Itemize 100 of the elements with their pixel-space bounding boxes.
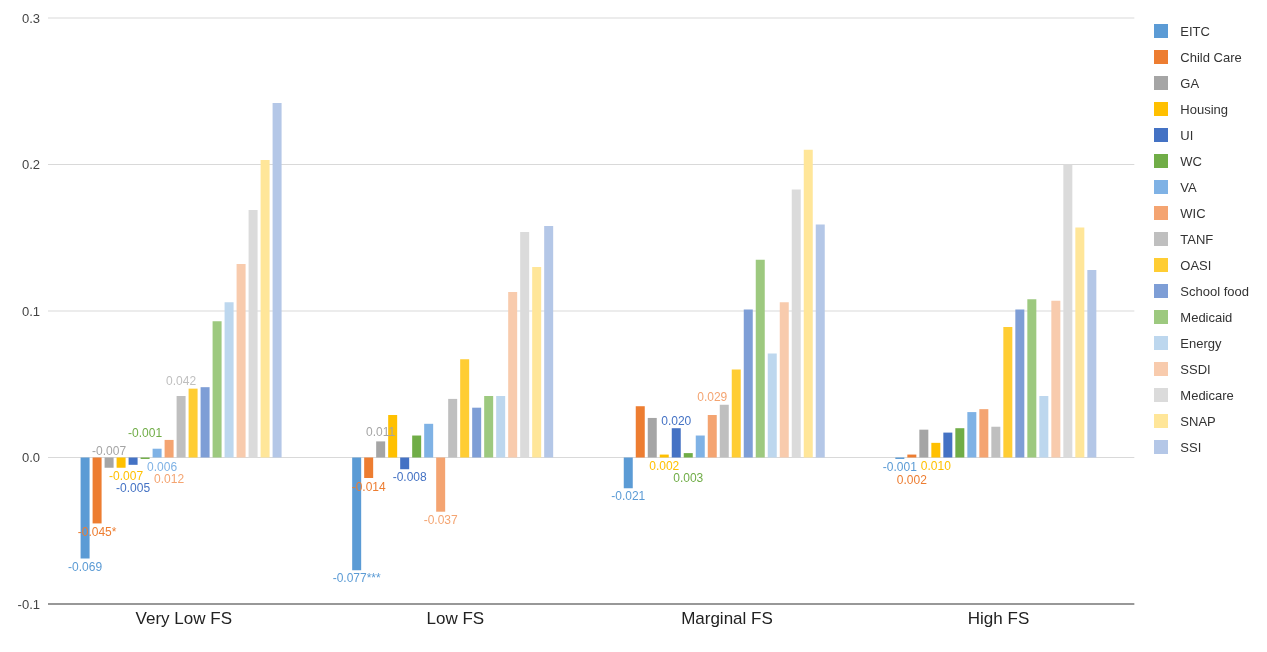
data-label: 0.003 [673, 470, 704, 485]
y-tick-label: -0.1 [17, 596, 40, 612]
legend-label: TANF [1180, 231, 1214, 247]
x-tick-label: Very Low FS [135, 609, 232, 629]
legend-label: School food [1180, 283, 1249, 299]
bar [152, 448, 162, 458]
legend-label: WIC [1180, 205, 1206, 221]
bar [484, 395, 494, 458]
bar [104, 457, 114, 468]
bar [400, 457, 410, 470]
bar [436, 457, 446, 512]
legend-label: VA [1180, 179, 1197, 195]
bar [92, 457, 102, 524]
legend-label: Energy [1180, 335, 1222, 351]
bar [991, 426, 1001, 458]
legend-label: EITC [1180, 23, 1210, 39]
legend-label: Medicare [1180, 387, 1234, 403]
bar [188, 388, 198, 458]
bar [623, 457, 633, 489]
bar [1039, 395, 1049, 458]
bar [907, 454, 917, 458]
data-label: -0.069 [68, 559, 103, 574]
data-label: 0.006 [147, 459, 178, 474]
y-tick-label: 0.0 [21, 450, 40, 466]
bar [448, 398, 458, 458]
bar [1075, 227, 1085, 458]
legend-label: SNAP [1180, 413, 1216, 429]
bar [200, 387, 210, 458]
y-tick-label: 0.1 [21, 303, 40, 319]
bar [743, 309, 753, 458]
data-label: 0.020 [661, 414, 692, 429]
bar [659, 454, 669, 458]
bar [260, 160, 270, 458]
bar [176, 395, 186, 458]
bar [364, 457, 374, 479]
bar [967, 412, 977, 458]
bar [116, 457, 126, 468]
data-label: 0.029 [697, 390, 728, 405]
data-label: -0.037 [423, 512, 459, 527]
bar [635, 406, 645, 458]
y-tick-label: 0.2 [21, 157, 40, 173]
bar [943, 432, 953, 458]
bar [224, 302, 234, 458]
bar [919, 429, 929, 458]
bar [460, 359, 470, 458]
bar [815, 224, 825, 458]
bar [979, 409, 989, 458]
bar [412, 435, 422, 458]
bar [376, 441, 386, 458]
bar [719, 404, 729, 458]
bar [532, 267, 542, 458]
x-tick-label: High FS [967, 609, 1030, 629]
data-label: 0.042 [166, 373, 197, 388]
bar [1027, 299, 1037, 458]
bar [1087, 269, 1097, 458]
x-tick-label: Marginal FS [681, 609, 773, 629]
data-label: -0.021 [611, 489, 646, 504]
bar [671, 428, 681, 458]
data-label: -0.001 [882, 459, 918, 474]
bar [779, 302, 789, 458]
bar [755, 259, 765, 458]
data-label: -0.001 [128, 425, 163, 440]
bar [424, 423, 434, 458]
bar [683, 453, 693, 458]
bar [1003, 327, 1013, 458]
legend-label: Child Care [1180, 49, 1242, 65]
data-label: -0.007 [92, 443, 127, 458]
data-label: -0.077*** [332, 571, 382, 586]
bar [803, 149, 813, 458]
x-tick-label: Low FS [426, 609, 485, 629]
bar [931, 442, 941, 458]
bar [496, 395, 506, 458]
data-label: 0.002 [896, 472, 928, 487]
data-label: -0.007 [109, 468, 144, 483]
bar [472, 407, 482, 458]
bar [164, 439, 174, 458]
bar [1015, 309, 1025, 458]
bar [695, 435, 705, 458]
legend-label: WC [1180, 153, 1202, 169]
bar [955, 428, 965, 458]
bar [128, 457, 138, 465]
legend-label: GA [1180, 75, 1200, 91]
bar [212, 321, 222, 458]
bar [647, 417, 657, 458]
data-label: -0.005 [116, 480, 151, 495]
data-label: -0.008 [392, 470, 428, 485]
legend-label: Housing [1180, 101, 1229, 117]
legend-label: Medicaid [1180, 309, 1233, 325]
bar [272, 102, 282, 458]
legend-label: UI [1180, 127, 1194, 143]
bar [731, 369, 741, 458]
bar [508, 291, 518, 458]
y-tick-label: 0.3 [21, 10, 40, 26]
bar [767, 353, 777, 458]
bar [236, 264, 246, 458]
data-label: 0.012 [154, 471, 185, 486]
legend-label: SSI [1180, 439, 1202, 455]
bar [544, 226, 554, 458]
legend-label: SSDI [1180, 361, 1211, 377]
bar [707, 415, 717, 458]
